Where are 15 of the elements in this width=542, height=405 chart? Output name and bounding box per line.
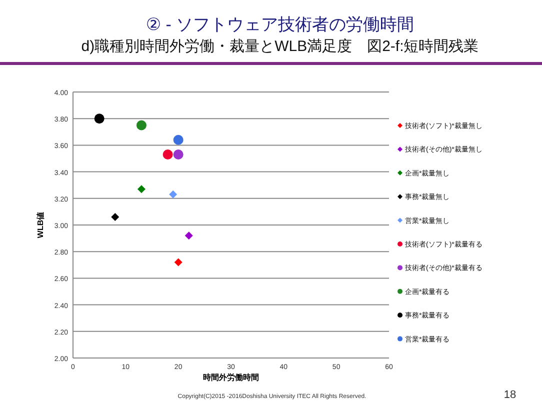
text: 18 — [504, 389, 516, 401]
point — [111, 213, 120, 222]
y-axis-title: WLB値 — [36, 212, 45, 238]
point — [136, 120, 146, 130]
x-axis-title: 時間外労働時間 — [203, 373, 259, 382]
point — [94, 114, 104, 124]
point — [174, 258, 182, 266]
point — [173, 134, 184, 145]
point — [173, 150, 184, 160]
chart-subtitle: d)職種別時間外労働・裁量とWLB満足度 図2-f:短時間残業 — [81, 38, 479, 55]
point — [162, 150, 173, 160]
point — [184, 232, 193, 240]
point — [137, 185, 146, 194]
chart-title: ② - ソフトウェア技術者の労働時間 — [146, 15, 414, 34]
point — [169, 190, 178, 198]
